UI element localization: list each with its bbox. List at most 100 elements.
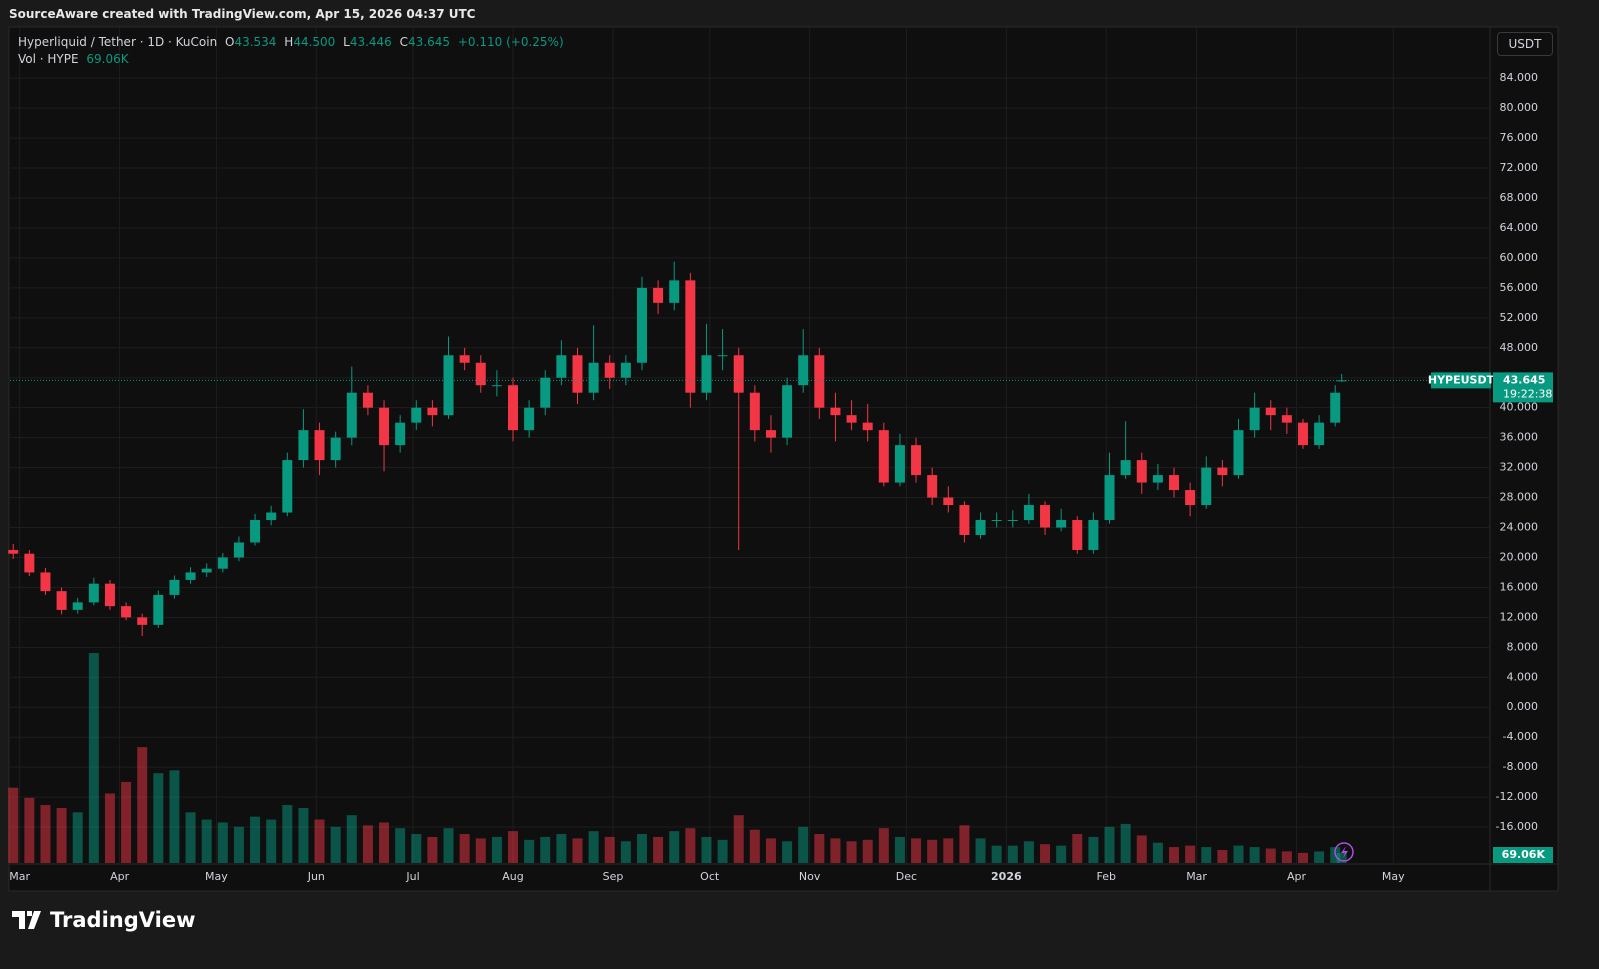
candle-body (24, 553, 35, 573)
volume-bar (298, 807, 309, 863)
change: +0.110 (+0.25%) (457, 35, 564, 49)
x-tick-label: Dec (896, 870, 917, 883)
volume-bar (1088, 836, 1099, 863)
volume-bar (250, 816, 261, 863)
volume-bar (1185, 845, 1196, 863)
volume-bar (749, 829, 760, 863)
volume-bar (862, 839, 873, 863)
candle-body (1249, 407, 1260, 431)
candle-body (153, 594, 164, 625)
candle-body (250, 520, 261, 543)
candle-body (1136, 460, 1147, 483)
candle-body (1169, 475, 1180, 491)
candle-body (846, 415, 857, 423)
candle-body (572, 355, 583, 393)
x-tick-label: Feb (1097, 870, 1116, 883)
volume-bar (1136, 835, 1147, 863)
h-value: 44.500 (293, 35, 336, 49)
volume-bar (782, 841, 793, 863)
volume-bar (524, 839, 535, 863)
volume-bar (1023, 841, 1034, 863)
candle-body (201, 568, 212, 573)
volume-bar (927, 839, 938, 863)
volume-bar (588, 831, 599, 863)
y-tick-label: 28.000 (1500, 491, 1539, 504)
ticker-badge (1431, 372, 1491, 389)
candle-body (943, 497, 954, 506)
volume-bar (1201, 847, 1212, 863)
candle-body (975, 520, 986, 535)
candle-body (298, 430, 309, 461)
currency-button[interactable]: USDT (1497, 32, 1553, 56)
candle-body (749, 392, 760, 431)
candle-body (927, 475, 938, 498)
candle-body (443, 355, 454, 416)
volume-bar (153, 773, 164, 863)
volume-bar (943, 838, 954, 863)
grid (10, 28, 1490, 863)
candle-body (669, 280, 680, 303)
volume-bar (1314, 851, 1325, 863)
volume-bar (379, 822, 390, 863)
candle-body (491, 385, 502, 387)
candle-body (459, 355, 470, 363)
volume-bar (1265, 848, 1276, 863)
volume-bar (1007, 845, 1018, 863)
price-badge (1493, 372, 1553, 403)
volume-bar (282, 805, 293, 863)
candle-body (362, 392, 373, 408)
x-tick-label: May (205, 870, 228, 883)
volume-bar (395, 828, 406, 863)
x-tick-label: Nov (799, 870, 821, 883)
volume-bar (266, 819, 277, 863)
candle-body (588, 362, 599, 393)
candle-body (717, 355, 728, 357)
volume-bar (798, 826, 809, 863)
volume-badge (1493, 847, 1553, 863)
volume-bar (894, 836, 905, 863)
volume-bar (121, 781, 132, 863)
candle-body (8, 549, 19, 554)
y-tick-label: 40.000 (1500, 401, 1539, 414)
candle-body (878, 430, 889, 483)
y-tick-label: 52.000 (1500, 311, 1539, 324)
candle-body (88, 583, 99, 603)
c-label: C (399, 35, 409, 49)
legend-row: Hyperliquid / Tether · 1D · KuCoin O43.5… (18, 34, 568, 51)
y-tick-label: 4.000 (1507, 670, 1539, 683)
volume-bar (814, 834, 825, 863)
volume-bar (411, 834, 422, 863)
y-tick-label: 0.000 (1507, 700, 1539, 713)
candle-body (685, 280, 696, 393)
candle-body (636, 287, 647, 363)
countdown-label: 19:22:38 (1503, 387, 1552, 400)
volume-bar (201, 819, 212, 863)
series (8, 261, 1490, 863)
o-label: O (225, 35, 235, 49)
volume-bar (846, 841, 857, 863)
volume-bar (24, 797, 35, 863)
volume-legend-row: Vol · HYPE 69.06K (18, 51, 568, 68)
y-tick-label: 64.000 (1500, 221, 1539, 234)
x-tick-label: Sep (603, 870, 624, 883)
candle-body (1185, 490, 1196, 506)
y-tick-label: 48.000 (1500, 341, 1539, 354)
x-tick-label: 2026 (991, 870, 1022, 883)
volume-bar (975, 838, 986, 863)
volume-bar (1056, 845, 1067, 863)
candle-body (1297, 422, 1308, 446)
volume-bar (1104, 826, 1115, 863)
volume-bar (1233, 845, 1244, 863)
alert-icon[interactable] (1334, 842, 1354, 862)
volume-bar (443, 828, 454, 863)
volume-bar (604, 836, 615, 863)
x-tick-label: Oct (700, 870, 720, 883)
y-tick-label: 16.000 (1500, 580, 1539, 593)
y-tick-label: 56.000 (1500, 281, 1539, 294)
volume-bar (169, 770, 180, 863)
alert-bolt (1341, 846, 1348, 858)
y-tick-label: 32.000 (1500, 461, 1539, 474)
ticker-label: HYPEUSDT (1428, 373, 1495, 386)
volume-bar (1336, 852, 1347, 863)
volume-bar (556, 834, 567, 863)
